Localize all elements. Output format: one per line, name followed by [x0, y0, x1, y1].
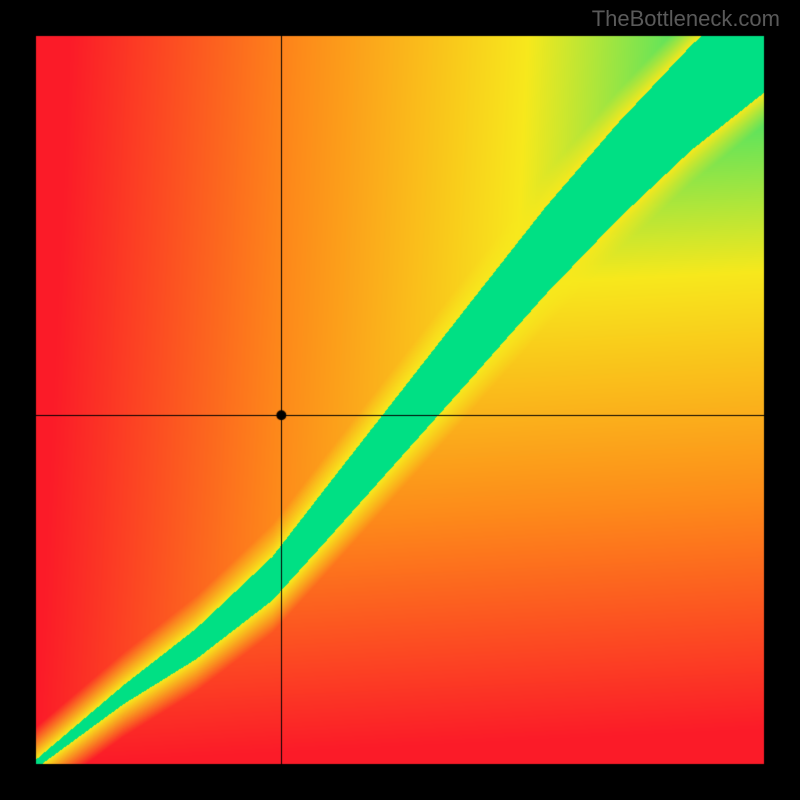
watermark-text: TheBottleneck.com [592, 6, 780, 32]
bottleneck-heatmap [0, 0, 800, 800]
chart-container: TheBottleneck.com [0, 0, 800, 800]
